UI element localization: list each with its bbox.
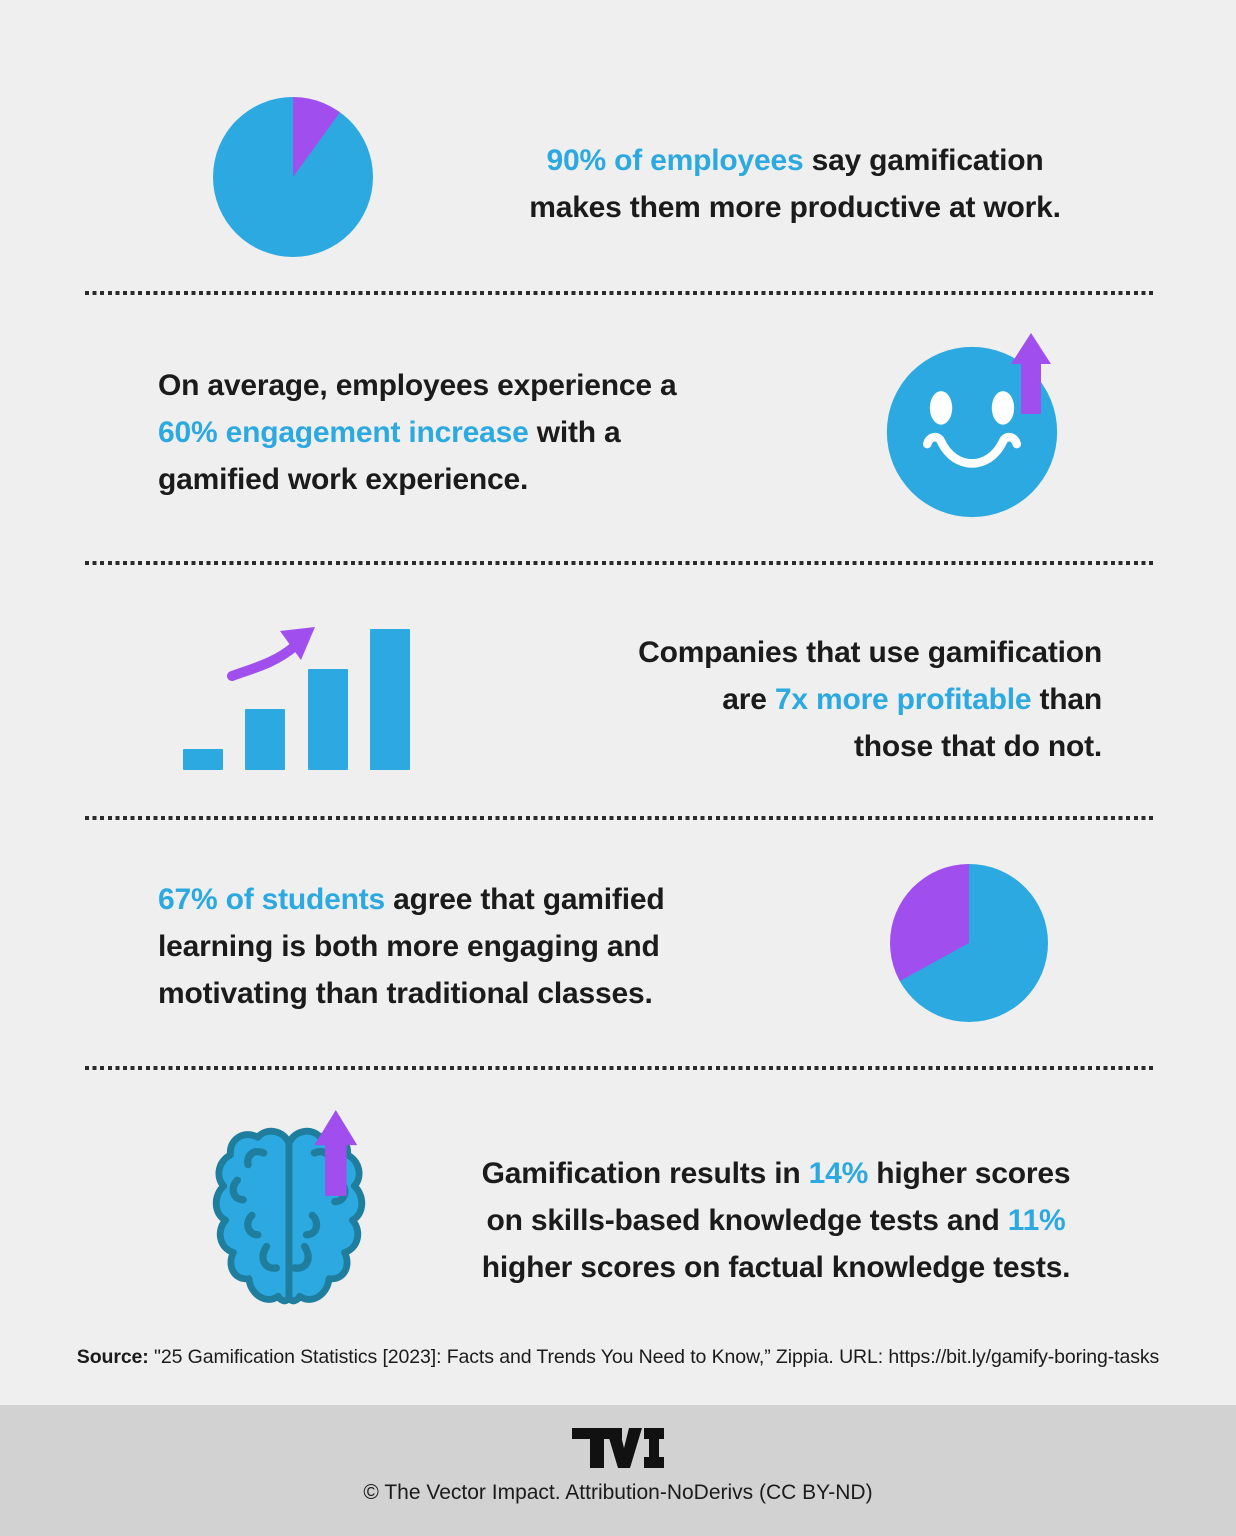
bar — [245, 709, 285, 770]
footer: © The Vector Impact. Attribution-NoDeriv… — [0, 1405, 1236, 1536]
bar — [308, 669, 348, 770]
source-label: Source: — [76, 1346, 149, 1368]
copyright-text: © The Vector Impact. Attribution-NoDeriv… — [363, 1481, 873, 1504]
pie-students — [890, 864, 1048, 1022]
stat-line: Companies that use gamification — [638, 636, 1102, 669]
stat-line: 60% engagement increase with a — [158, 416, 621, 449]
stat-employees-productive: 90% of employees say gamification makes … — [455, 137, 1135, 231]
up-arrow-icon — [314, 1110, 358, 1196]
dotted-divider — [85, 1066, 1153, 1070]
stat-highlight: 14% — [808, 1157, 869, 1190]
pie-employees — [213, 97, 373, 257]
stat-line: higher scores on factual knowledge tests… — [481, 1251, 1071, 1284]
smiley-face-icon — [886, 346, 1058, 518]
tvi-logo — [572, 1428, 664, 1468]
stat-test-scores: Gamification results in 14% higher score… — [420, 1150, 1132, 1291]
dotted-divider — [85, 561, 1153, 565]
stat-line: on skills-based knowledge tests and 11% — [486, 1204, 1066, 1237]
stat-students-engaged: 67% of students agree that gamified lear… — [158, 876, 818, 1017]
growth-arrow-head — [280, 627, 315, 660]
bar — [370, 629, 410, 770]
stat-highlight: 60% engagement increase — [158, 416, 529, 449]
stat-companies-profitable: Companies that use gamification are 7x m… — [580, 629, 1102, 770]
stat-line: On average, employees experience a — [158, 369, 677, 402]
smiley-mouth — [922, 432, 1022, 468]
dotted-divider — [85, 816, 1153, 820]
stat-line: those that do not. — [853, 730, 1102, 763]
stat-engagement-increase: On average, employees experience a 60% e… — [158, 362, 798, 503]
stat-highlight: 11% — [1007, 1204, 1066, 1237]
smiley-eye — [991, 391, 1015, 425]
source-text: "25 Gamification Statistics [2023]: Fact… — [148, 1346, 1160, 1368]
stat-highlight: 7x more profitable — [774, 683, 1032, 716]
brain-icon — [212, 1110, 367, 1307]
stat-line: 67% of students agree that gamified — [158, 883, 665, 916]
stat-line: motivating than traditional classes. — [158, 977, 653, 1010]
source-citation: Source: "25 Gamification Statistics [202… — [0, 1346, 1236, 1369]
dotted-divider — [85, 291, 1153, 295]
growth-arrow-icon — [227, 641, 300, 681]
up-arrow-icon — [1011, 333, 1051, 414]
bar-chart-icon — [183, 627, 410, 770]
stat-line: Gamification results in 14% higher score… — [481, 1157, 1071, 1190]
smiley-eye — [929, 391, 953, 425]
stat-line: learning is both more engaging and — [158, 930, 660, 963]
stat-highlight: 67% of students — [158, 883, 386, 916]
stat-line: gamified work experience. — [158, 463, 529, 496]
stat-line: makes them more productive at work. — [529, 191, 1061, 224]
bar — [183, 749, 223, 770]
stat-highlight: 90% of employees — [546, 144, 804, 177]
stat-line: are 7x more profitable than — [722, 683, 1102, 716]
stat-line: 90% of employees say gamification — [546, 144, 1044, 177]
